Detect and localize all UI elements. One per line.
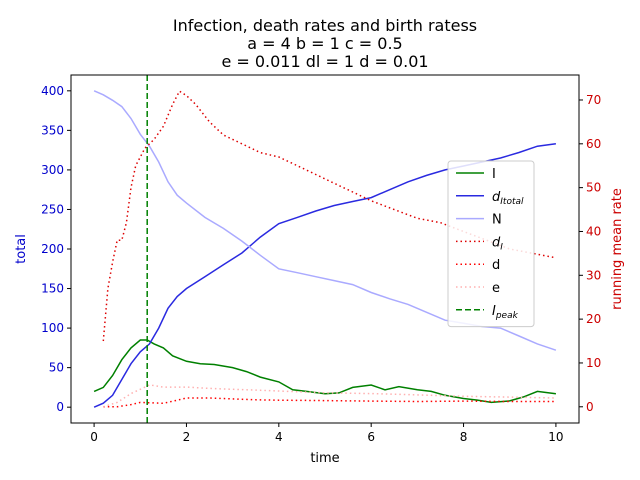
y-left-tick-label: 0 bbox=[56, 400, 64, 414]
x-tick-label: 0 bbox=[90, 430, 98, 444]
y-left-tick-label: 200 bbox=[41, 242, 64, 256]
x-tick-label: 10 bbox=[548, 430, 563, 444]
y-axis-right-label: running mean rate bbox=[610, 188, 625, 310]
y-axis-left-label: total bbox=[14, 234, 29, 264]
y-left-tick-label: 50 bbox=[49, 361, 64, 375]
y-axis-right: 0 10 20 30 40 50 60 70 bbox=[579, 93, 601, 414]
y-right-tick-label: 20 bbox=[586, 312, 601, 326]
legend-label: dI bbox=[492, 235, 503, 252]
x-axis-label: time bbox=[310, 451, 339, 466]
y-left-tick-label: 350 bbox=[41, 123, 64, 137]
y-left-tick-label: 400 bbox=[41, 84, 64, 98]
y-right-tick-label: 30 bbox=[586, 268, 601, 282]
chart-title-line-2: a = 4 b = 1 c = 0.5 bbox=[247, 34, 402, 53]
y-right-tick-label: 0 bbox=[586, 400, 594, 414]
legend-label: N bbox=[492, 213, 502, 228]
series-line-i bbox=[93, 339, 556, 404]
y-right-tick-label: 50 bbox=[586, 181, 601, 195]
y-right-tick-label: 60 bbox=[586, 137, 601, 151]
chart-title-line-3: e = 0.011 dl = 1 d = 0.01 bbox=[221, 52, 428, 71]
y-left-tick-label: 300 bbox=[41, 163, 64, 177]
y-right-tick-label: 40 bbox=[586, 224, 601, 238]
y-right-tick-label: 10 bbox=[586, 356, 601, 370]
legend-label: e bbox=[492, 281, 500, 296]
x-tick-label: 4 bbox=[275, 430, 283, 444]
chart-title: Infection, death rates and birth ratess … bbox=[173, 16, 477, 71]
x-axis: 0 2 4 6 8 10 bbox=[90, 423, 564, 444]
y-left-tick-label: 150 bbox=[41, 282, 64, 296]
legend-label: Ipeak bbox=[492, 304, 519, 321]
legend-label: d bbox=[492, 258, 500, 273]
series-line-e bbox=[103, 384, 556, 408]
legend-label: dItotal bbox=[492, 190, 524, 207]
legend-label: I bbox=[492, 167, 496, 182]
x-tick-label: 6 bbox=[367, 430, 375, 444]
x-tick-label: 8 bbox=[460, 430, 468, 444]
x-tick-label: 2 bbox=[183, 430, 191, 444]
y-left-tick-label: 100 bbox=[41, 321, 64, 335]
legend-box bbox=[447, 160, 535, 328]
y-right-tick-label: 70 bbox=[586, 93, 601, 107]
chart-title-line-1: Infection, death rates and birth ratess bbox=[173, 16, 477, 35]
y-axis-left: 0 50 100 150 200 250 300 350 400 bbox=[41, 84, 71, 414]
y-left-tick-label: 250 bbox=[41, 202, 64, 216]
